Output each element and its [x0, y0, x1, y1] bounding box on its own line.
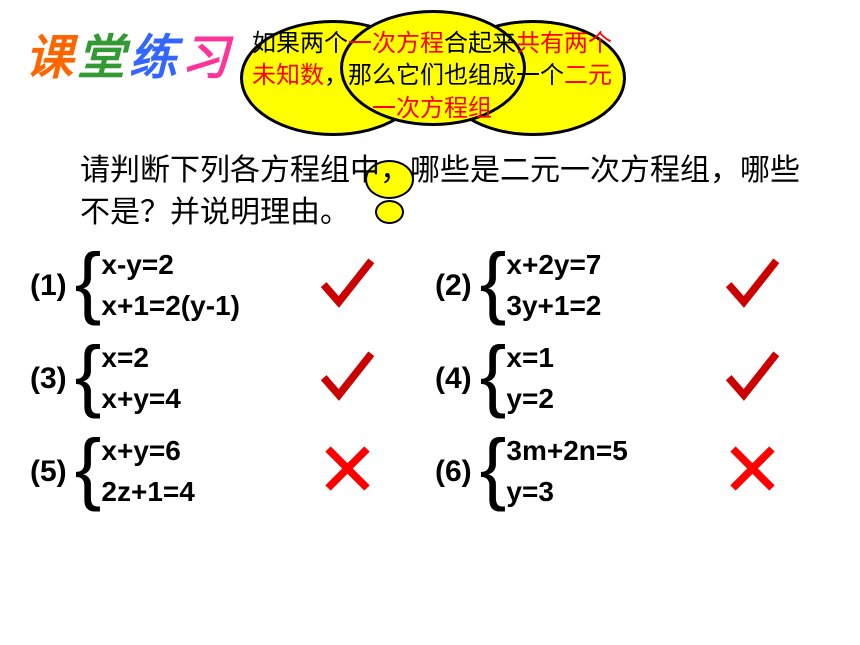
- problem-2: (2) { x+2y=7 3y+1=2: [435, 245, 840, 326]
- problem-3: (3) { x=2 x+y=4: [30, 338, 435, 419]
- check-icon: [315, 343, 380, 408]
- cloud-t3: 合起来: [444, 30, 516, 57]
- brace-icon: {: [75, 335, 102, 415]
- eq1: x=2: [101, 338, 180, 379]
- title-decoration: 课堂练习: [25, 18, 233, 88]
- problem-5: (5) { x+y=6 2z+1=4: [30, 431, 435, 512]
- eq1: 3m+2n=5: [506, 431, 627, 472]
- brace-icon: {: [480, 428, 507, 508]
- cross-icon: [720, 436, 785, 501]
- problem-num: (2): [435, 269, 472, 303]
- problem-row-2: (3) { x=2 x+y=4 (4) { x=1 y=2: [30, 338, 850, 419]
- brace-icon: {: [480, 335, 507, 415]
- brace-icon: {: [75, 428, 102, 508]
- problem-row-1: (1) { x-y=2 x+1=2(y-1) (2) { x+2y=7 3y+1…: [30, 245, 850, 326]
- equations: 3m+2n=5 y=3: [506, 431, 627, 512]
- equations: x-y=2 x+1=2(y-1): [101, 245, 240, 326]
- problems-container: (1) { x-y=2 x+1=2(y-1) (2) { x+2y=7 3y+1…: [30, 245, 850, 525]
- eq1: x-y=2: [101, 245, 240, 286]
- cross-icon: [315, 436, 380, 501]
- eq2: y=3: [506, 472, 627, 513]
- problem-6: (6) { 3m+2n=5 y=3: [435, 431, 840, 512]
- problem-num: (1): [30, 269, 67, 303]
- eq2: y=2: [506, 379, 554, 420]
- cloud-t2: 一次方程: [348, 30, 444, 57]
- problem-1: (1) { x-y=2 x+1=2(y-1): [30, 245, 435, 326]
- title-char-2: 堂: [77, 32, 129, 85]
- check-icon: [315, 250, 380, 315]
- brace-icon: {: [75, 242, 102, 322]
- cloud-text: 如果两个一次方程合起来共有两个未知数，那么它们也组成一个二元一次方程组: [252, 28, 612, 125]
- equations: x=1 y=2: [506, 338, 554, 419]
- eq1: x+2y=7: [506, 245, 601, 286]
- check-icon: [720, 343, 785, 408]
- cloud-t5: ，那么它们也组成一个: [324, 62, 564, 89]
- problem-num: (4): [435, 362, 472, 396]
- problem-num: (3): [30, 362, 67, 396]
- cloud-t1: 如果两个: [252, 30, 348, 57]
- problem-4: (4) { x=1 y=2: [435, 338, 840, 419]
- eq2: 3y+1=2: [506, 286, 601, 327]
- equations: x+2y=7 3y+1=2: [506, 245, 601, 326]
- problem-num: (5): [30, 455, 67, 489]
- problem-row-3: (5) { x+y=6 2z+1=4 (6) { 3m+2n=5 y=3: [30, 431, 850, 512]
- eq2: x+1=2(y-1): [101, 286, 240, 327]
- equations: x=2 x+y=4: [101, 338, 180, 419]
- problem-num: (6): [435, 455, 472, 489]
- eq2: x+y=4: [101, 379, 180, 420]
- title-char-1: 课: [25, 32, 77, 85]
- eq2: 2z+1=4: [101, 472, 194, 513]
- equations: x+y=6 2z+1=4: [101, 431, 194, 512]
- question-text: 请判断下列各方程组中，哪些是二元一次方程组，哪些不是？并说明理由。: [80, 150, 800, 234]
- title-char-3: 练: [129, 32, 181, 85]
- eq1: x+y=6: [101, 431, 194, 472]
- brace-icon: {: [480, 242, 507, 322]
- check-icon: [720, 250, 785, 315]
- eq1: x=1: [506, 338, 554, 379]
- title-char-4: 习: [181, 32, 233, 85]
